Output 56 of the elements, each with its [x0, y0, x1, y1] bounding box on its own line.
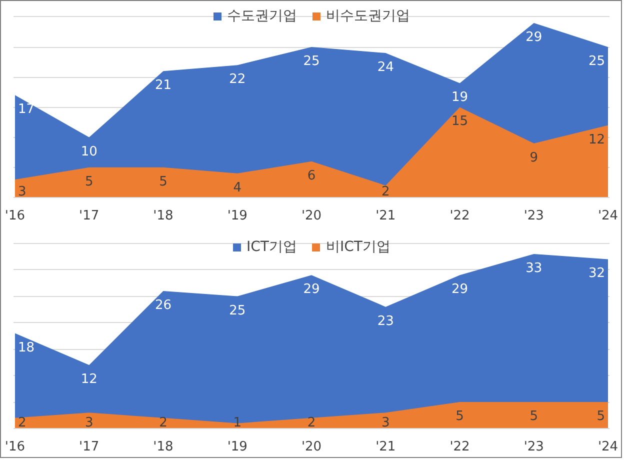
x-tick-label: '22 — [450, 208, 470, 224]
data-label: 12 — [80, 372, 98, 388]
x-tick-label: '24 — [598, 208, 618, 224]
data-label: 25 — [229, 303, 246, 318]
x-tick-label: '19 — [227, 440, 248, 454]
x-tick-label: '19 — [227, 208, 248, 224]
legend-label: 수도권기업 — [227, 7, 297, 25]
data-label: 24 — [377, 60, 394, 76]
data-label: 29 — [303, 282, 320, 298]
data-label: 5 — [456, 409, 464, 424]
x-tick-label: '22 — [450, 440, 470, 454]
legend-label: 비ICT기업 — [326, 238, 390, 256]
x-tick-label: '16 — [4, 440, 26, 454]
x-tick-label: '20 — [301, 440, 322, 454]
x-tick-label: '18 — [153, 440, 174, 454]
data-label: 5 — [596, 409, 606, 424]
data-label: 21 — [154, 78, 172, 94]
data-label: 26 — [154, 298, 172, 313]
data-label: 23 — [377, 314, 394, 329]
data-label: 22 — [229, 72, 246, 88]
data-label: 18 — [18, 340, 35, 356]
data-label: 2 — [159, 416, 168, 430]
x-tick-label: '23 — [524, 208, 544, 224]
data-label: 3 — [84, 416, 94, 430]
data-label: 5 — [530, 409, 538, 424]
x-tick-label: '17 — [79, 208, 100, 224]
data-label: 10 — [80, 144, 98, 160]
data-label: 2 — [381, 184, 390, 200]
data-label: 3 — [18, 184, 26, 200]
data-label: 29 — [451, 282, 468, 298]
x-tick-label: '18 — [153, 208, 174, 224]
data-label: 5 — [159, 174, 168, 190]
legend-label: 비수도권기업 — [326, 7, 410, 25]
x-tick-label: '16 — [4, 208, 26, 224]
data-label: 5 — [84, 174, 94, 190]
data-label: 2 — [307, 416, 316, 430]
data-label: 19 — [451, 90, 468, 106]
data-label: 12 — [588, 132, 606, 148]
x-tick-label: '23 — [524, 440, 544, 454]
data-label: 29 — [526, 30, 542, 45]
data-label: 33 — [526, 260, 542, 276]
data-label: 25 — [303, 54, 320, 70]
data-label: 15 — [451, 114, 468, 130]
data-label: 3 — [381, 416, 390, 430]
legend-label: ICT기업 — [246, 238, 297, 256]
x-tick-label: '24 — [598, 440, 618, 454]
x-tick-label: '21 — [376, 208, 396, 224]
data-label: 2 — [18, 416, 26, 430]
data-label: 32 — [588, 266, 606, 282]
data-label: 9 — [530, 150, 538, 166]
data-label: 6 — [307, 168, 316, 184]
data-label: 4 — [233, 180, 242, 196]
data-label: 25 — [588, 54, 606, 70]
x-tick-label: '17 — [79, 440, 100, 454]
x-tick-label: '21 — [376, 440, 396, 454]
x-tick-label: '20 — [301, 208, 322, 224]
